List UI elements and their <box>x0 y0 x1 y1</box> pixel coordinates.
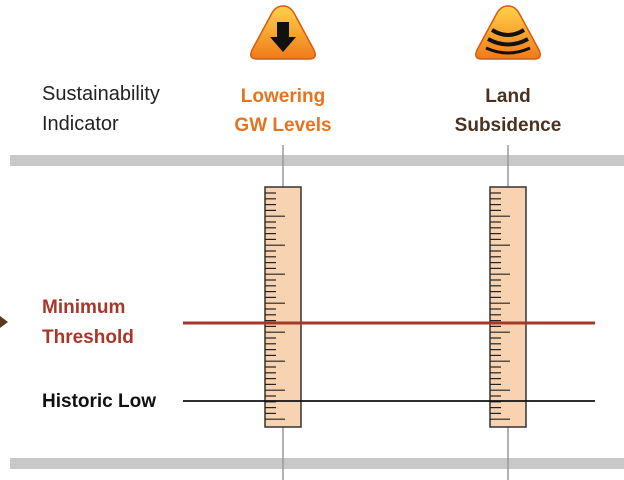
ruler <box>489 186 527 428</box>
column-label: Subsidence <box>455 115 562 136</box>
bottom-band <box>10 458 624 469</box>
column-label: GW Levels <box>234 115 331 136</box>
level-label: Historic Low <box>42 391 156 412</box>
top-band <box>10 155 624 166</box>
column-label: Land <box>485 86 530 107</box>
icon-lowering <box>250 5 316 60</box>
pointer-arrow <box>0 316 8 328</box>
level-label: Minimum <box>42 297 125 318</box>
icon-subsidence <box>475 5 541 60</box>
rulers <box>264 186 527 428</box>
ruler <box>264 186 302 428</box>
column-label: Lowering <box>241 86 325 107</box>
indicator-label: Indicator <box>42 113 119 135</box>
level-label: Threshold <box>42 327 134 348</box>
indicator-label: Sustainability <box>42 83 160 105</box>
